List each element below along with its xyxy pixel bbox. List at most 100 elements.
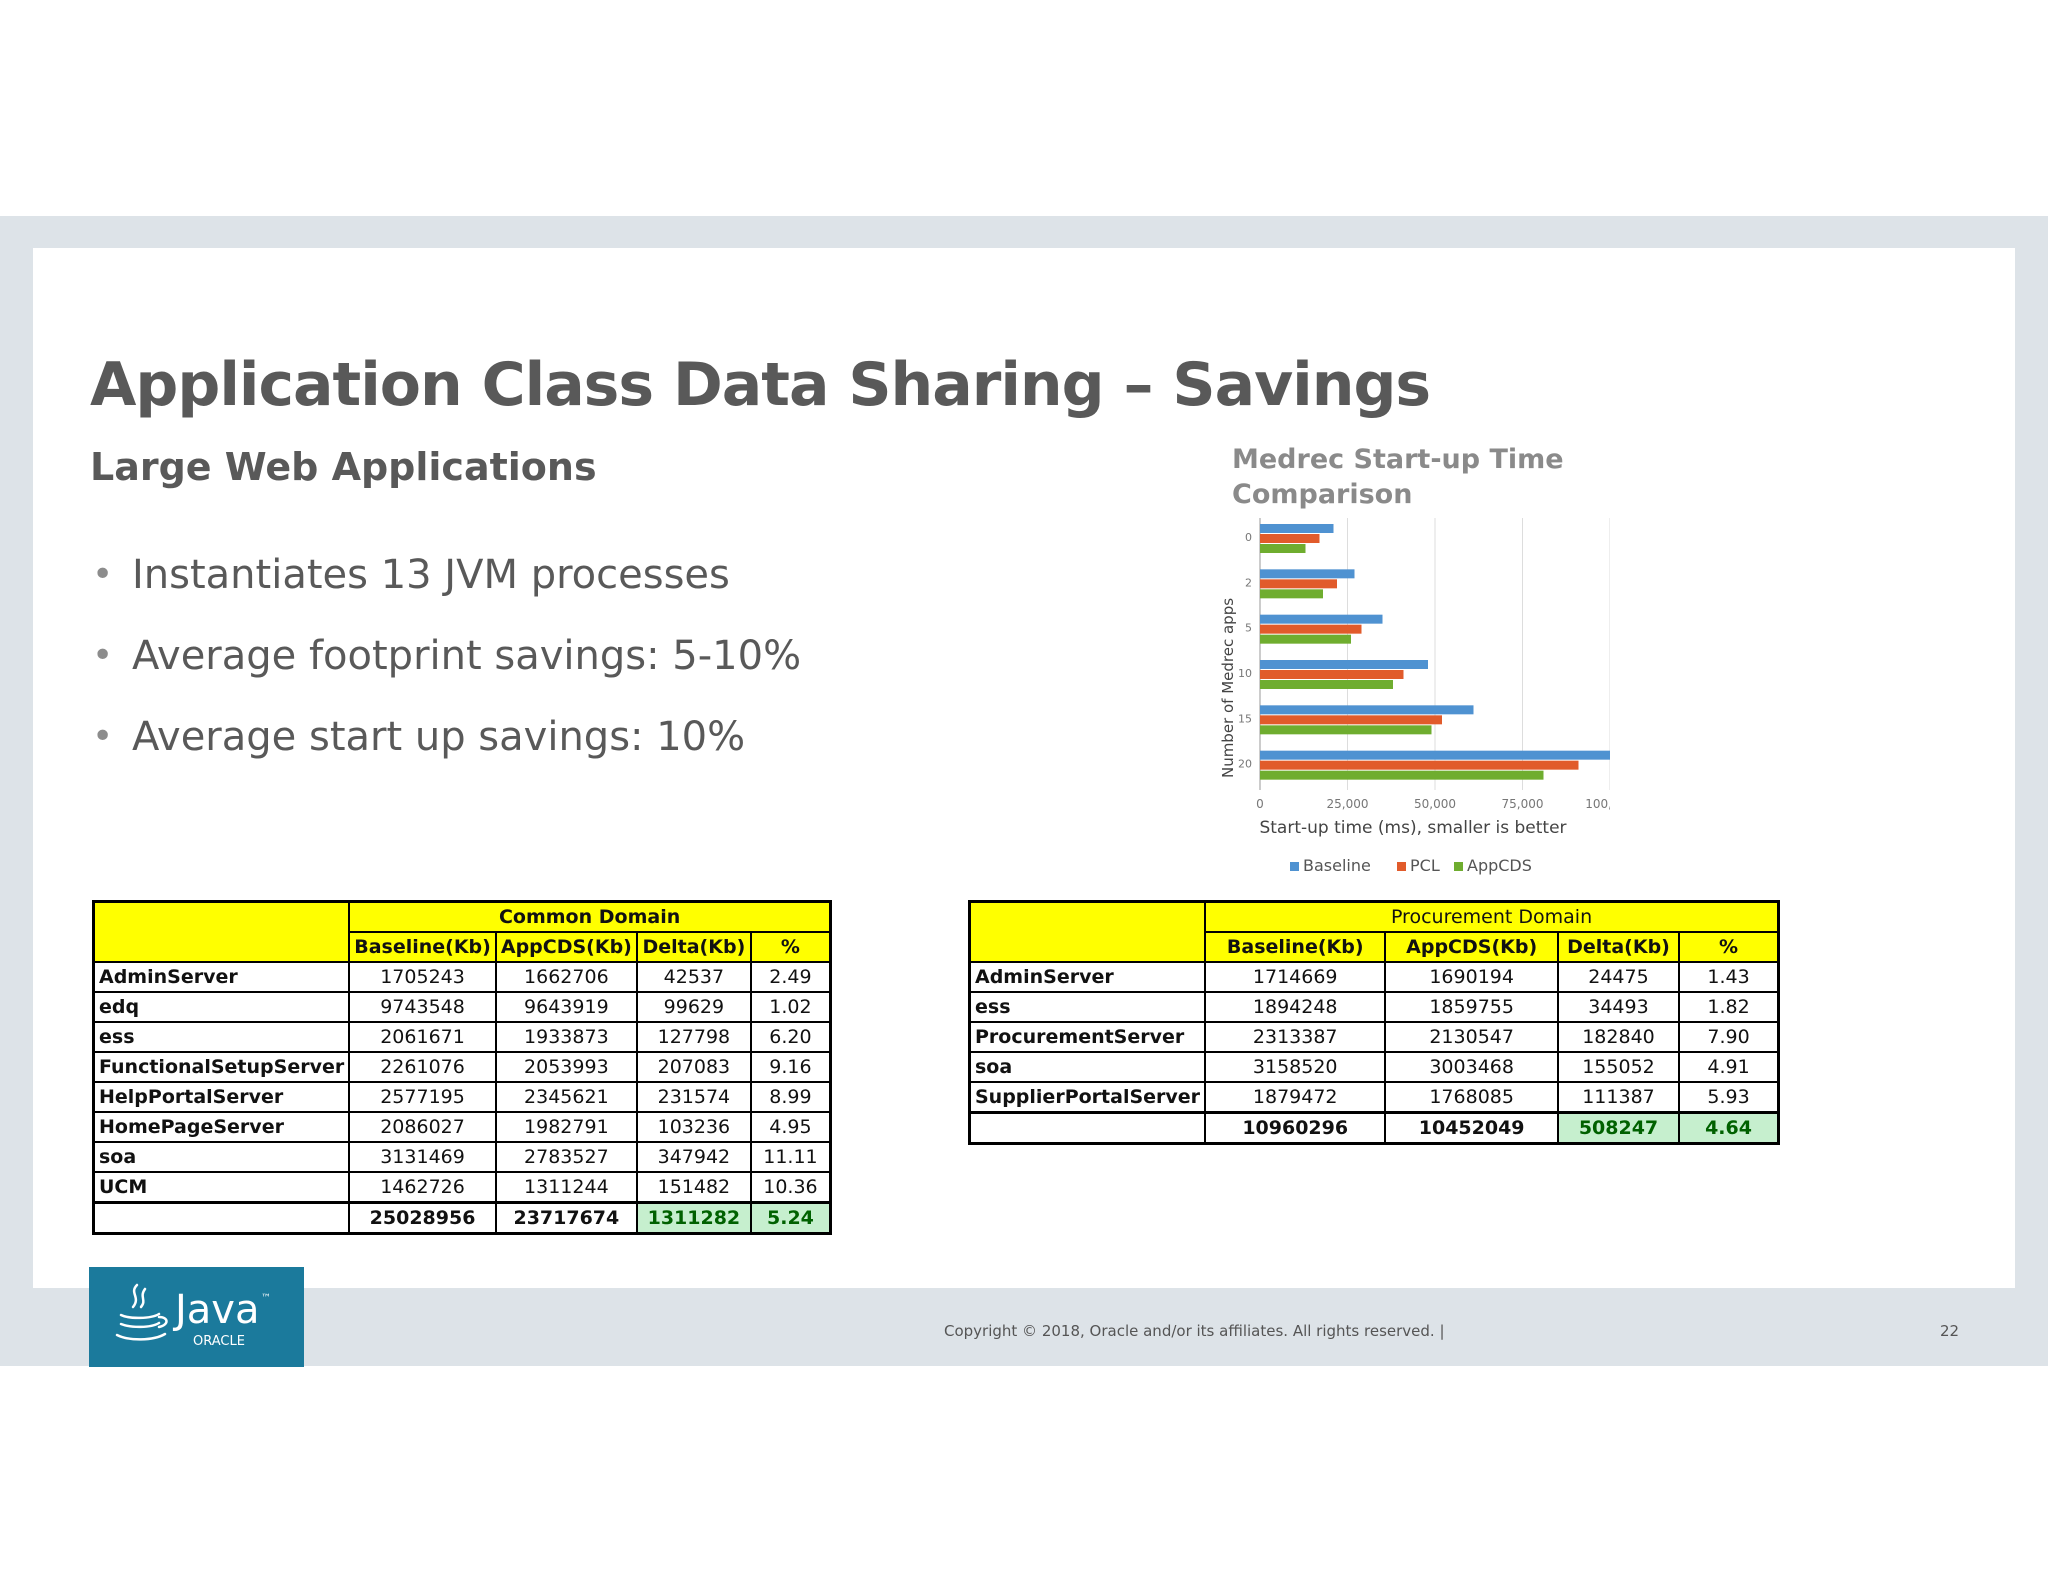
table-cell: 231574 (635, 1081, 752, 1113)
table-cell: 1768085 (1384, 1081, 1559, 1114)
table-cell: 1.02 (749, 991, 832, 1023)
table-cell: 3003468 (1384, 1051, 1559, 1083)
row-label: ess (92, 1021, 351, 1053)
table-cell: 1982791 (494, 1111, 638, 1143)
logo-tm-text: ™ (261, 1293, 271, 1304)
table-cell: 10.36 (749, 1171, 832, 1204)
table-row: AdminServer 1714669 1690194 24475 1.43 (968, 961, 1780, 993)
table-cell: 1879472 (1204, 1081, 1387, 1114)
table-cell: 1662706 (494, 961, 638, 993)
table-row: ess 2061671 1933873 127798 6.20 (92, 1021, 832, 1053)
table-cell: 10960296 (1204, 1111, 1387, 1145)
table-cell: 10452049 (1384, 1111, 1559, 1145)
table-header-row: Baseline(Kb) AppCDS(Kb) Delta(Kb) % (970, 931, 1780, 963)
table-total-row: 25028956 23717674 1311282 5.24 (92, 1201, 832, 1235)
table-cell: 3131469 (348, 1141, 497, 1173)
logo-java-text: Java (172, 1287, 260, 1333)
slide-subtitle: Large Web Applications (90, 445, 597, 489)
chart-title-line-2: Comparison (1232, 479, 1412, 510)
copyright-notice: Copyright © 2018, Oracle and/or its affi… (944, 1322, 1445, 1340)
row-label: soa (968, 1051, 1207, 1083)
table-cell: 347942 (635, 1141, 752, 1173)
chart-bars (1260, 524, 1610, 780)
legend-label: PCL (1410, 856, 1440, 875)
table-cell: 25028956 (348, 1201, 497, 1235)
table-cell: 5.24 (749, 1201, 832, 1235)
row-label: ess (968, 991, 1207, 1023)
table-cell: 151482 (635, 1171, 752, 1204)
chart-x-tick-label: 25,000 (1327, 797, 1369, 811)
chart-bar (1260, 634, 1351, 644)
legend-swatch (1397, 862, 1406, 871)
table-cell (92, 1201, 351, 1235)
table-header-row: Baseline(Kb) AppCDS(Kb) Delta(Kb) % (94, 931, 832, 963)
row-label: UCM (92, 1171, 351, 1204)
chart-bar (1260, 760, 1579, 770)
chart-x-axis-label: Start-up time (ms), smaller is better (1259, 818, 1566, 838)
table-cell: 2313387 (1204, 1021, 1387, 1053)
table-cell: 1894248 (1204, 991, 1387, 1023)
table-cell: 155052 (1556, 1051, 1681, 1083)
chart-y-ticks: 0 2 5 10 15 20 (1238, 531, 1252, 771)
chart-bar (1260, 670, 1404, 679)
table-cell: 8.99 (749, 1081, 832, 1113)
chart-bar (1260, 614, 1383, 624)
table-row: edq 9743548 9643919 99629 1.02 (92, 991, 832, 1023)
table-cell: 23717674 (494, 1201, 638, 1235)
table-cell: 7.90 (1678, 1021, 1780, 1053)
table-cell: 1311244 (494, 1171, 638, 1204)
table-cell: 1462726 (348, 1171, 497, 1204)
java-cup-icon: Java ™ ORACLE (115, 1283, 271, 1349)
row-label: AdminServer (92, 961, 351, 993)
chart-legend: Baseline PCL AppCDS (1290, 856, 1532, 875)
table-row: soa 3131469 2783527 347942 11.11 (92, 1141, 832, 1173)
chart-y-axis-label: Number of Medrec apps (1219, 598, 1237, 778)
chart-bar (1260, 725, 1432, 735)
row-label: HelpPortalServer (92, 1081, 351, 1113)
legend-label: Baseline (1303, 856, 1371, 875)
column-header: Delta(Kb) (635, 931, 752, 963)
table-row: HelpPortalServer 2577195 2345621 231574 8.99 (92, 1081, 832, 1113)
table-cell: 1.43 (1678, 961, 1780, 993)
table-cell: 1311282 (635, 1201, 752, 1235)
row-label: SupplierPortalServer (968, 1081, 1207, 1114)
chart-x-tick-label: 100,000 (1585, 797, 1610, 811)
table-domain-title: Procurement Domain (1204, 900, 1780, 933)
chart-bar (1260, 534, 1320, 543)
table-cell: 24475 (1556, 961, 1681, 993)
table-cell: 2053993 (494, 1051, 638, 1083)
table-corner-cell (968, 900, 1207, 963)
table-cell: 207083 (635, 1051, 752, 1083)
table-cell: 9.16 (749, 1051, 832, 1083)
bullet-text: Average footprint savings: 5-10% (132, 633, 802, 679)
chart-bar (1260, 624, 1362, 634)
column-header: Baseline(Kb) (1204, 931, 1387, 963)
table-cell: 111387 (1556, 1081, 1681, 1114)
table-cell: 2577195 (348, 1081, 497, 1113)
table-cell: 34493 (1556, 991, 1681, 1023)
page-number: 22 (1940, 1322, 1960, 1340)
table-domain-row: Common Domain (92, 900, 832, 963)
table-domain-title: Common Domain (348, 900, 832, 933)
table-cell: 2783527 (494, 1141, 638, 1173)
chart-bar (1260, 660, 1428, 669)
procurement-domain-table: Procurement Domain Baseline(Kb) AppCDS(K… (968, 900, 1780, 1145)
table-cell: 127798 (635, 1021, 752, 1053)
chart-bar (1260, 589, 1323, 599)
row-label: AdminServer (968, 961, 1207, 993)
table-cell: 1933873 (494, 1021, 638, 1053)
table-cell: 2345621 (494, 1081, 638, 1113)
table-cell: 4.91 (1678, 1051, 1780, 1083)
table-cell: 4.64 (1678, 1111, 1780, 1145)
table-row: FunctionalSetupServer 2261076 2053993 20708… (92, 1051, 832, 1083)
logo-oracle-text: ORACLE (193, 1334, 245, 1349)
table-cell: 1690194 (1384, 961, 1559, 993)
legend-label: AppCDS (1467, 856, 1532, 875)
table-cell: 2261076 (348, 1051, 497, 1083)
chart-y-tick-label: 2 (1245, 576, 1252, 589)
column-header: Delta(Kb) (1556, 931, 1681, 963)
row-label: edq (92, 991, 351, 1023)
table-cell: 2086027 (348, 1111, 497, 1143)
table-cell: 42537 (635, 961, 752, 993)
table-cell: 508247 (1556, 1111, 1681, 1145)
